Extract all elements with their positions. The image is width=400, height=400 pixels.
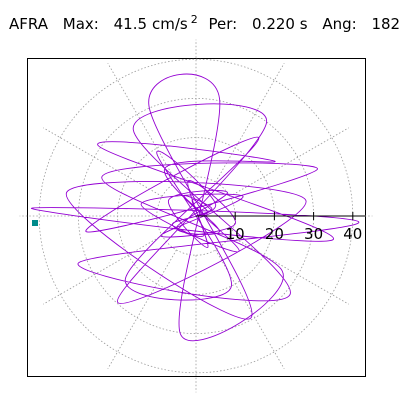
- ang-label: Ang:: [322, 15, 357, 33]
- station-code: AFRA: [9, 15, 48, 33]
- per-value: 0.220 s: [252, 15, 308, 33]
- trace-group: [30, 73, 360, 341]
- radial-tick-label-20: 20: [265, 225, 284, 243]
- radial-axis: 10 20 30 40: [196, 212, 365, 243]
- max-value: 41.5: [113, 15, 148, 33]
- grid-spoke-150: [43, 127, 163, 197]
- max-marker: [32, 220, 38, 226]
- chart-title-bar: AFRA Max: 41.5 cm/s 2 Per: 0.220 s Ang: 18…: [9, 13, 400, 33]
- grid-spoke-60: [215, 63, 285, 183]
- radial-tick-label-10: 10: [226, 225, 245, 243]
- trace-series-0: [30, 73, 360, 341]
- radial-tick-label-30: 30: [304, 225, 323, 243]
- plot-frame: [27, 58, 366, 377]
- per-label: Per:: [208, 15, 238, 33]
- max-unit-exponent: 2: [190, 13, 198, 26]
- radial-tick-label-40: 40: [343, 225, 362, 243]
- ang-value: 182.0: [371, 15, 400, 33]
- grid-spoke-210: [43, 235, 163, 305]
- max-label: Max:: [62, 15, 99, 33]
- max-unit: cm/s: [152, 15, 188, 33]
- grid-spoke-120: [107, 63, 177, 183]
